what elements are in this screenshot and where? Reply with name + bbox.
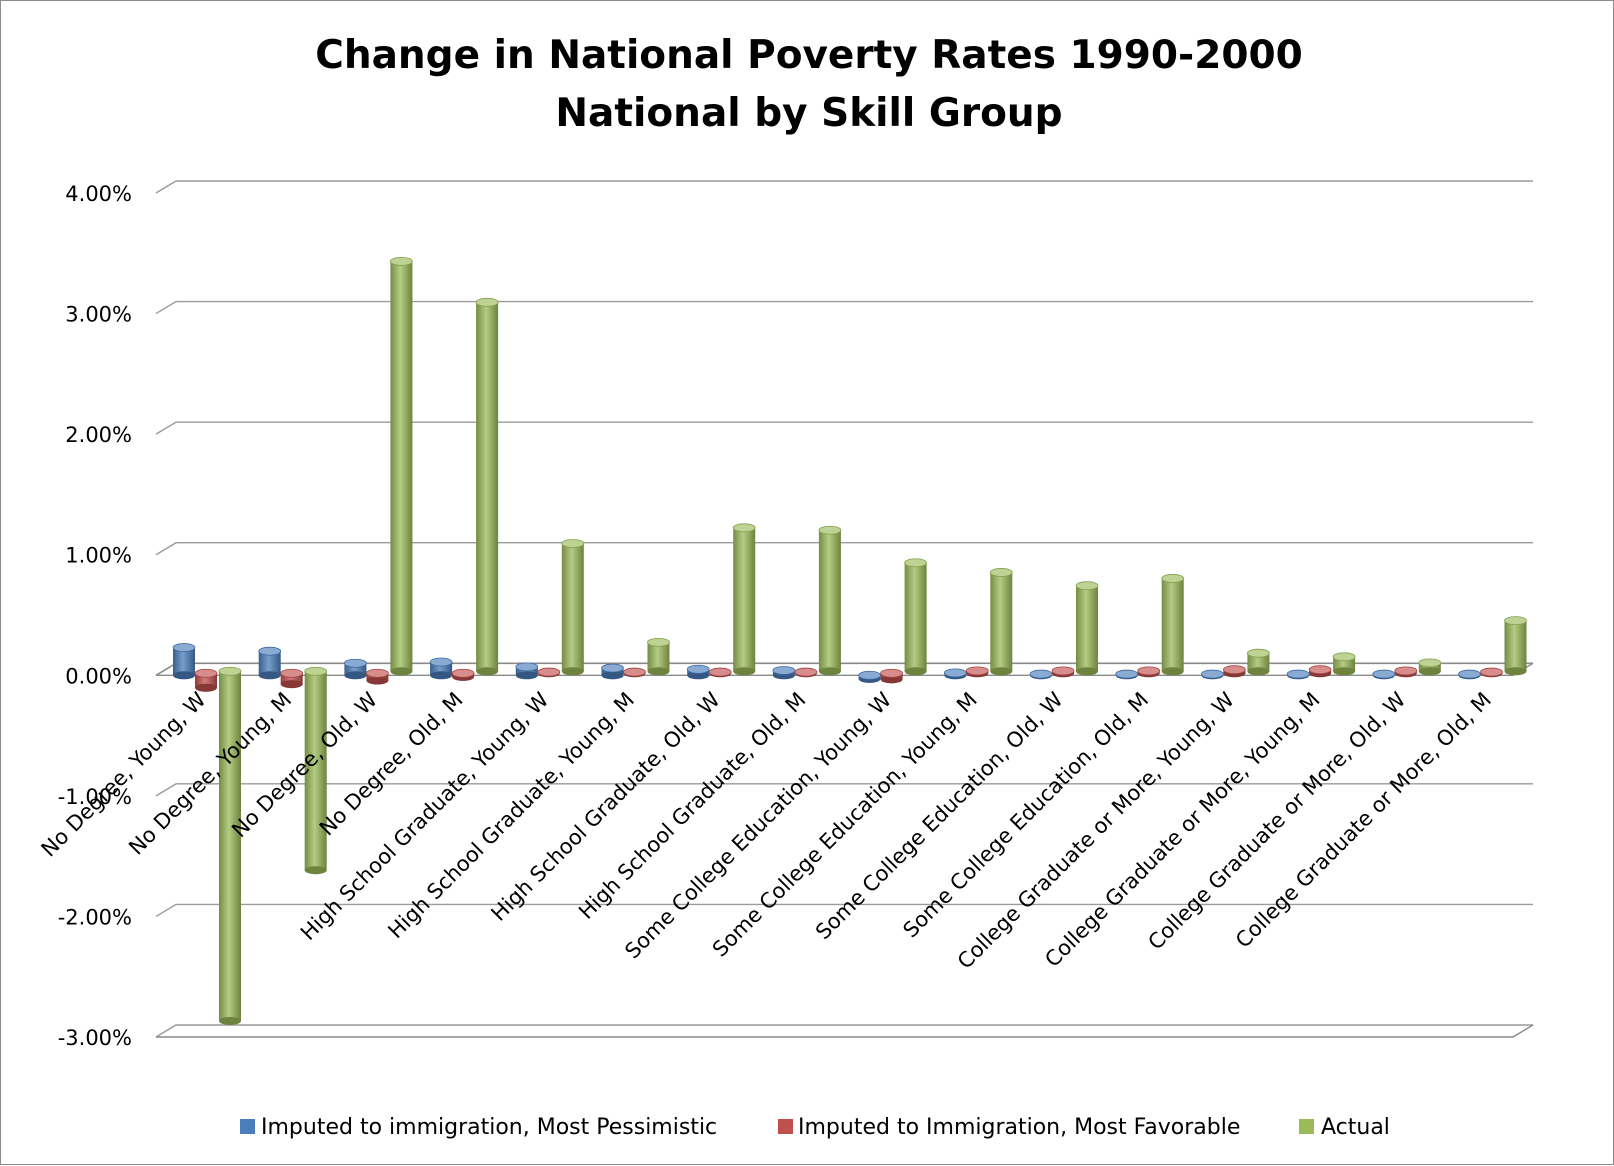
bar <box>1247 648 1270 676</box>
legend-label: Imputed to immigration, Most Pessimistic <box>261 1115 717 1140</box>
y-tick-label: 0.00% <box>65 664 132 688</box>
bar <box>343 658 367 680</box>
bar <box>794 667 818 678</box>
bar <box>601 663 624 680</box>
bar <box>1394 666 1418 678</box>
bar <box>904 558 927 676</box>
bar <box>1372 669 1396 680</box>
bar <box>1137 666 1161 678</box>
bar <box>1480 667 1503 678</box>
bar <box>647 637 670 676</box>
bar <box>818 525 842 676</box>
bar <box>732 523 756 676</box>
bar <box>880 668 903 684</box>
bar <box>772 666 796 680</box>
bar <box>1308 665 1332 678</box>
bar <box>1458 669 1481 680</box>
legend-swatch <box>778 1119 793 1134</box>
bar <box>280 668 304 689</box>
gridline <box>155 903 1533 918</box>
bar <box>1161 574 1185 676</box>
y-axis-ticks: 4.00% 3.00% 2.00% 1.00% 0.00% -1.00% -2.00% -3.… <box>58 182 132 1050</box>
bar <box>858 670 881 683</box>
bar <box>1418 658 1442 676</box>
bar <box>1051 666 1075 678</box>
x-category-label: No Degree, Young, M <box>124 688 296 860</box>
bar <box>429 657 453 680</box>
chart-title: Change in National Poverty Rates 1990-20… <box>315 33 1303 78</box>
legend: Imputed to immigration, Most Pessimistic… <box>240 1115 1390 1140</box>
bar <box>708 667 732 678</box>
bar <box>1504 616 1527 676</box>
bar <box>1286 669 1310 680</box>
bar <box>686 664 710 680</box>
bars-layer <box>172 256 1527 1025</box>
y-tick-label: 3.00% <box>65 303 132 327</box>
bar <box>1115 669 1139 680</box>
x-category-label: No Degree, Old, M <box>315 688 468 841</box>
bar <box>989 568 1013 676</box>
bar <box>1332 652 1356 676</box>
gridline <box>155 300 1533 315</box>
y-tick-label: 2.00% <box>65 423 132 447</box>
chart-subtitle: National by Skill Group <box>555 91 1062 136</box>
bar <box>561 539 585 676</box>
bar <box>1029 669 1053 680</box>
bar <box>943 668 967 680</box>
bar <box>451 668 475 681</box>
y-tick-label: 4.00% <box>65 182 132 206</box>
y-tick-label: -2.00% <box>58 905 132 929</box>
x-category-label: No Degree, Young, W <box>37 687 211 861</box>
legend-item: Imputed to Immigration, Most Favorable <box>778 1115 1240 1140</box>
bar <box>218 666 242 1025</box>
bar <box>1201 669 1224 680</box>
bar <box>1223 665 1246 678</box>
gridline <box>155 783 1533 797</box>
bottom-floor-edge <box>156 1024 1534 1038</box>
bar <box>258 646 282 680</box>
y-tick-label: 1.00% <box>65 544 132 568</box>
bar <box>1075 581 1099 676</box>
legend-swatch <box>1299 1119 1314 1134</box>
legend-label: Imputed to Immigration, Most Favorable <box>798 1115 1240 1140</box>
gridline <box>155 542 1533 556</box>
x-axis-labels: No Degree, Young, WNo Degree, Young, MNo… <box>37 687 1496 973</box>
gridline <box>155 1024 1533 1038</box>
gridline <box>155 180 1533 194</box>
bar <box>304 666 328 875</box>
bar <box>194 668 218 692</box>
y-tick-label: -3.00% <box>58 1026 132 1050</box>
y-tick-label: -1.00% <box>58 785 132 809</box>
legend-swatch <box>240 1119 255 1134</box>
legend-item: Imputed to immigration, Most Pessimistic <box>240 1115 717 1140</box>
bar <box>365 668 389 685</box>
bar <box>172 643 196 680</box>
legend-label: Actual <box>1321 1115 1390 1140</box>
legend-item: Actual <box>1299 1115 1390 1140</box>
bar <box>623 667 646 678</box>
bar <box>965 666 989 678</box>
bar <box>475 297 499 676</box>
x-category-label: No Degree, Old, W <box>227 687 382 842</box>
bar <box>537 667 561 678</box>
gridline <box>155 421 1533 435</box>
bar <box>515 662 539 680</box>
bar <box>389 256 413 676</box>
